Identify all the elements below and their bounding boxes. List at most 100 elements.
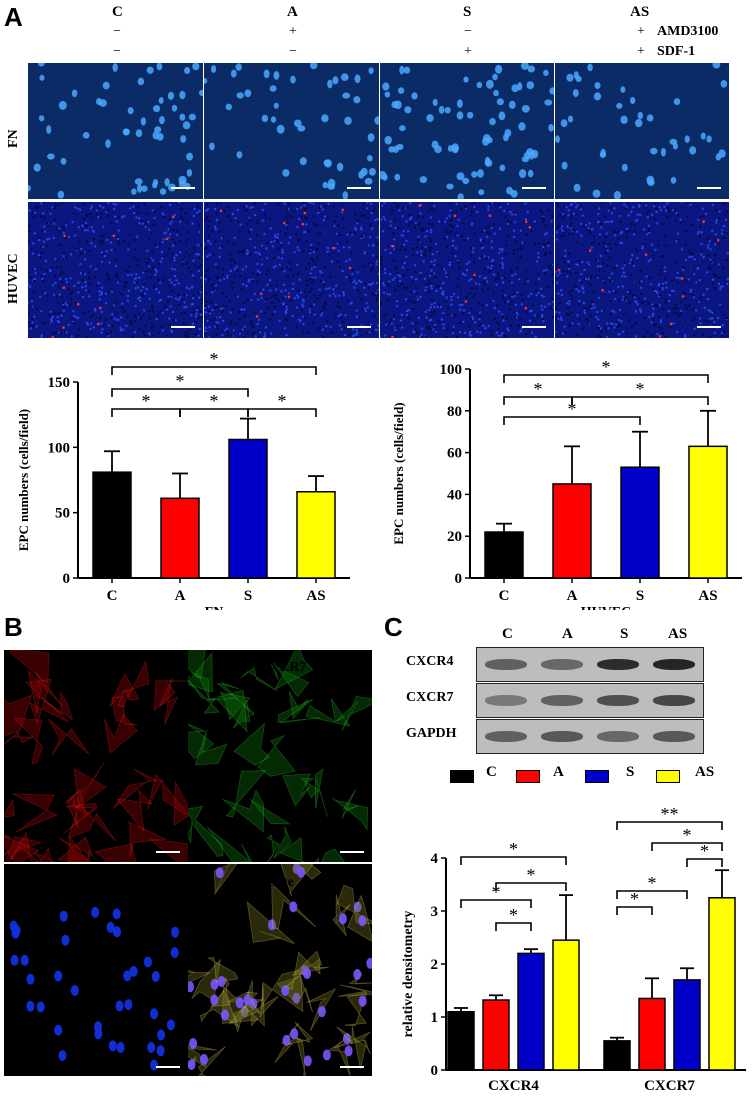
blot-band: [485, 695, 527, 706]
fn-micrograph: [555, 63, 729, 199]
y-tick-label: 20: [447, 529, 462, 545]
blot-band: [485, 659, 527, 670]
huvec-bar-chart: 020406080100CASASHUVECEPC numbers (cells…: [391, 357, 742, 610]
legend-swatch-c: [450, 770, 474, 783]
legend-label-as: AS: [695, 764, 715, 780]
significance-label: *: [509, 839, 518, 859]
huvec-micrograph: [380, 202, 554, 338]
significance-label: *: [568, 399, 577, 419]
significance-bracket: [495, 882, 567, 891]
amd3100-label: AMD3100: [657, 24, 719, 39]
condition-header-a: A: [287, 4, 298, 20]
panel-a-letter: A: [4, 2, 23, 32]
significance-label: *: [602, 357, 611, 377]
bar-as: [296, 491, 336, 579]
huvec-micrograph: [204, 202, 379, 338]
y-axis-label: EPC numbers (cells/field): [16, 409, 31, 551]
scale-bar: [171, 187, 195, 189]
x-tick-label: C: [499, 588, 510, 604]
blot-lane-s: S: [620, 626, 629, 642]
scale-bar: [340, 1066, 364, 1068]
y-tick-label: 100: [48, 440, 71, 456]
blot-band: [541, 731, 583, 742]
blot-lane-as: AS: [668, 626, 688, 642]
y-axis-label: EPC numbers (cells/field): [391, 402, 406, 544]
bar-cxcr7-c: [603, 1040, 631, 1071]
fn-micrograph: [380, 63, 554, 199]
bar-s: [228, 438, 268, 579]
legend-label-c: C: [486, 764, 497, 780]
fn-bar-chart: 050100150CASASFNEPC numbers (cells/field…: [16, 349, 350, 610]
bar-cxcr4-a: [482, 999, 510, 1071]
fn-micrograph: [204, 63, 379, 199]
blot-band: [653, 659, 695, 670]
y-tick-label: 0: [431, 1063, 439, 1079]
y-tick-label: 100: [440, 362, 463, 378]
bar-cxcr4-c: [447, 1010, 475, 1071]
y-tick-label: 60: [447, 446, 462, 462]
significance-label: *: [630, 889, 639, 909]
significance-bracket: [571, 396, 709, 405]
bar-cxcr7-a: [638, 997, 666, 1071]
sdf-sign-a: −: [289, 44, 297, 59]
x-tick-label: C: [107, 588, 118, 604]
amd-sign-a: +: [289, 24, 297, 39]
bar-as: [688, 445, 728, 579]
bar-c: [484, 531, 524, 579]
y-tick-label: 1: [431, 1010, 439, 1026]
significance-label: *: [492, 882, 501, 902]
huvec-micrograph: [555, 202, 729, 338]
significance-label: *: [278, 391, 287, 411]
cxcr4-image-label: CXCR4: [72, 660, 120, 675]
significance-bracket: [616, 906, 653, 915]
significance-bracket: [460, 856, 567, 865]
blot-band: [653, 731, 695, 742]
x-tick-label: S: [636, 588, 644, 604]
significance-bracket: [616, 890, 688, 899]
blot-band: [541, 695, 583, 706]
blot-strip-cxcr7: [476, 683, 704, 718]
panel-b-letter: B: [4, 612, 23, 642]
significance-label: *: [534, 379, 543, 399]
significance-label: *: [636, 379, 645, 399]
y-tick-label: 150: [48, 375, 71, 391]
scale-bar: [522, 326, 546, 328]
scale-bar: [156, 851, 180, 853]
huvec-micrograph: [28, 202, 203, 338]
blot-band: [597, 659, 639, 670]
significance-bracket: [111, 388, 249, 397]
bar-cxcr4-as: [552, 939, 580, 1071]
merge-stain-image: [188, 864, 372, 1076]
legend-label-s: S: [626, 764, 635, 780]
panel-c-letter: C: [384, 612, 403, 642]
significance-bracket: [686, 858, 723, 867]
significance-bracket: [616, 821, 723, 830]
x-axis-label: HUVEC: [581, 605, 632, 610]
condition-header-as: AS: [630, 4, 650, 20]
blot-row-label-cxcr4: CXCR4: [406, 654, 454, 669]
significance-label: *: [700, 841, 709, 861]
blot-strip-gapdh: [476, 719, 704, 754]
significance-label: *: [210, 349, 219, 369]
scale-bar: [347, 326, 371, 328]
significance-label: *: [509, 905, 518, 925]
significance-bracket: [651, 842, 723, 851]
scale-bar: [340, 851, 364, 853]
y-tick-label: 80: [447, 404, 462, 420]
blot-band: [485, 731, 527, 742]
scale-bar: [697, 326, 721, 328]
scale-bar: [697, 187, 721, 189]
sdf-sign-as: +: [637, 44, 645, 59]
y-axis-label: relative densitometry: [401, 911, 416, 1038]
legend-label-a: A: [553, 764, 564, 780]
blot-band: [597, 695, 639, 706]
y-tick-label: 3: [431, 904, 439, 920]
cxcr7-stain-image: [188, 650, 372, 862]
x-tick-label: S: [244, 588, 252, 604]
cxcr7-image-label: CXCR7: [259, 660, 307, 675]
condition-header-c: C: [112, 4, 123, 20]
sdf-sign-s: +: [464, 44, 472, 59]
y-tick-label: 50: [55, 506, 70, 522]
bar-cxcr7-as: [708, 897, 736, 1071]
blot-lane-a: A: [562, 626, 573, 642]
